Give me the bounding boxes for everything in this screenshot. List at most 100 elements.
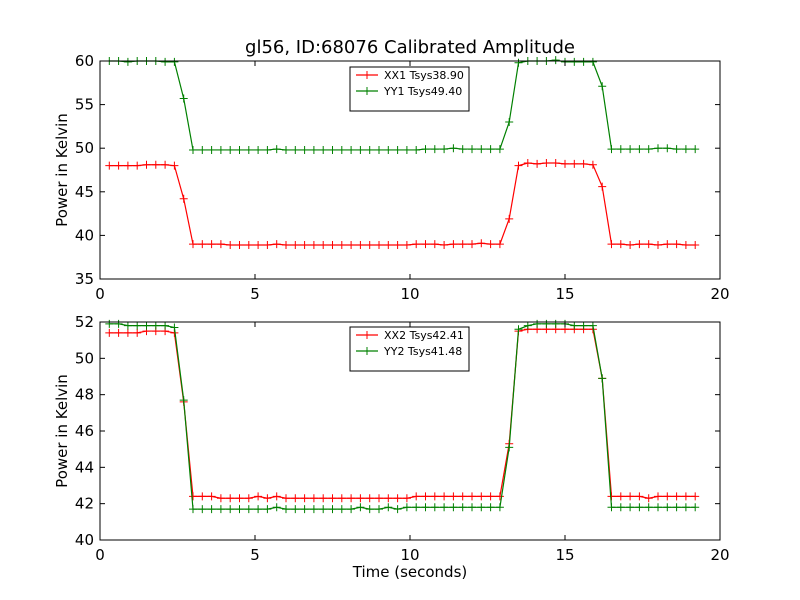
data-point xyxy=(142,160,151,169)
series-2 xyxy=(105,56,700,154)
y-axis-label: Power in Kelvin xyxy=(53,113,71,227)
data-point xyxy=(235,494,244,503)
legend-box xyxy=(349,326,470,372)
data-point xyxy=(263,145,272,154)
data-point xyxy=(588,57,597,66)
data-point xyxy=(654,240,662,249)
data-point xyxy=(514,161,523,170)
data-point xyxy=(272,503,281,512)
data-point xyxy=(393,494,402,503)
data-point xyxy=(654,144,662,153)
y-tick-label: 45 xyxy=(75,183,94,201)
data-point xyxy=(681,492,690,501)
data-point xyxy=(691,492,700,501)
data-point xyxy=(635,240,644,249)
data-point xyxy=(170,161,179,170)
figure-title: gl56, ID:68076 Calibrated Amplitude xyxy=(245,37,575,58)
data-point xyxy=(440,145,449,154)
data-point xyxy=(412,503,421,512)
data-point xyxy=(179,94,188,103)
data-point xyxy=(198,505,207,514)
data-point xyxy=(523,159,532,168)
data-point xyxy=(635,503,644,512)
data-point xyxy=(635,492,644,501)
data-point xyxy=(328,505,337,514)
data-point xyxy=(551,56,560,65)
y-tick-label: 50 xyxy=(75,349,94,367)
data-point xyxy=(505,443,514,452)
data-point xyxy=(486,240,495,249)
data-point xyxy=(291,505,300,514)
x-tick-label: 20 xyxy=(710,546,729,564)
data-point xyxy=(319,145,328,154)
data-point xyxy=(644,240,653,249)
data-point xyxy=(551,319,560,328)
data-point xyxy=(337,240,346,249)
data-point xyxy=(458,145,467,154)
data-point xyxy=(161,57,170,66)
data-point xyxy=(216,494,225,503)
x-tick-label: 15 xyxy=(555,285,574,303)
data-point xyxy=(542,319,551,328)
data-point xyxy=(468,492,476,501)
y-tick-label: 42 xyxy=(75,495,94,513)
data-point xyxy=(207,240,216,249)
data-point xyxy=(207,505,216,514)
data-point xyxy=(458,503,467,512)
data-point xyxy=(347,505,356,514)
legend-marker xyxy=(363,347,371,355)
data-point xyxy=(644,494,653,503)
x-tick-label: 0 xyxy=(95,546,105,564)
data-point xyxy=(402,240,411,249)
data-point xyxy=(375,240,383,249)
data-point xyxy=(216,145,225,154)
data-point xyxy=(495,492,504,501)
data-point xyxy=(309,505,318,514)
data-point xyxy=(365,145,374,154)
data-point xyxy=(365,505,374,514)
data-point xyxy=(309,494,318,503)
data-point xyxy=(477,492,486,501)
data-point xyxy=(282,494,290,503)
data-point xyxy=(579,321,588,330)
y-axis-label: Power in Kelvin xyxy=(53,374,71,488)
data-point xyxy=(598,182,607,191)
legend-label: XX1 Tsys38.90 xyxy=(384,69,464,82)
data-point xyxy=(616,503,625,512)
data-point xyxy=(588,160,597,169)
y-tick-label: 35 xyxy=(75,270,94,288)
x-tick-label: 5 xyxy=(250,285,260,303)
data-point xyxy=(254,492,263,501)
data-point xyxy=(356,503,365,512)
data-point xyxy=(170,323,179,332)
series-1 xyxy=(105,159,700,249)
legend: XX2 Tsys42.41 YY2 Tsys41.48 xyxy=(349,326,470,372)
series-line xyxy=(109,59,696,151)
data-point xyxy=(616,145,625,154)
data-point xyxy=(365,494,374,503)
data-point xyxy=(440,240,449,249)
legend-label: YY2 Tsys41.48 xyxy=(383,345,462,358)
data-point xyxy=(561,159,569,168)
data-point xyxy=(579,159,588,168)
data-point xyxy=(691,503,700,512)
data-point xyxy=(291,145,300,154)
data-point xyxy=(133,328,142,337)
data-point xyxy=(505,118,514,127)
data-point xyxy=(319,505,328,514)
data-point xyxy=(309,145,318,154)
data-point xyxy=(533,159,542,168)
data-point xyxy=(430,492,439,501)
data-point xyxy=(402,503,411,512)
y-tick-label: 50 xyxy=(75,139,94,157)
data-point xyxy=(263,494,272,503)
data-point xyxy=(226,145,235,154)
data-point xyxy=(570,321,579,330)
data-point xyxy=(672,503,681,512)
data-point xyxy=(300,494,309,503)
data-point xyxy=(254,240,263,249)
data-point xyxy=(161,160,170,169)
data-point xyxy=(542,159,551,168)
x-tick-label: 10 xyxy=(400,285,419,303)
